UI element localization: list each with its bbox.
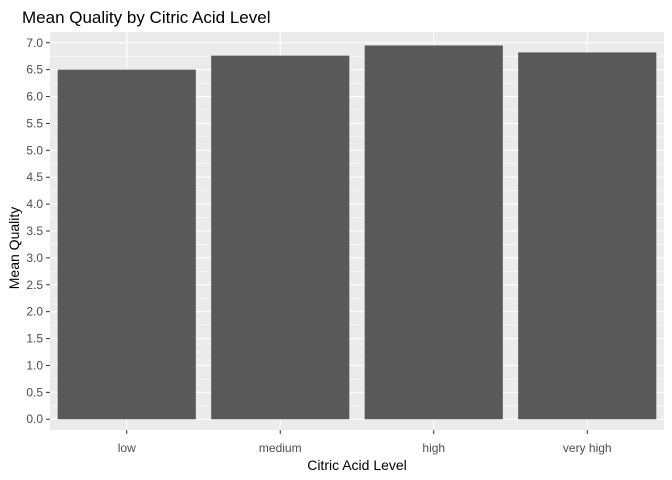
y-tick-label: 3.0 <box>26 251 43 265</box>
bar-low <box>57 69 196 420</box>
x-axis-title: Citric Acid Level <box>307 457 407 473</box>
bar-medium <box>211 55 350 420</box>
y-tick-label: 3.5 <box>26 224 43 238</box>
y-tick-label: 2.5 <box>26 278 43 292</box>
x-tick-label: low <box>118 441 136 455</box>
y-tick-label: 4.0 <box>26 197 43 211</box>
x-tick-label: medium <box>259 441 302 455</box>
y-tick-label: 6.5 <box>26 63 43 77</box>
y-tick-label: 2.0 <box>26 305 43 319</box>
y-tick-label: 1.0 <box>26 358 43 372</box>
y-tick-label: 0.0 <box>26 412 43 426</box>
y-tick-label: 5.5 <box>26 116 43 130</box>
chart-title: Mean Quality by Citric Acid Level <box>22 8 271 27</box>
x-tick-label: very high <box>563 441 612 455</box>
y-tick-label: 6.0 <box>26 90 43 104</box>
y-axis-title: Mean Quality <box>6 207 22 289</box>
x-axis: low medium high very high <box>118 430 612 455</box>
y-axis: 0.0 0.5 1.0 1.5 2.0 2.5 3.0 3.5 4.0 4.5 5.0 5.5 6.0 6… <box>26 36 50 426</box>
bars <box>57 45 657 420</box>
bar-very-high <box>518 52 657 420</box>
y-tick-label: 7.0 <box>26 36 43 50</box>
y-tick-label: 0.5 <box>26 385 43 399</box>
y-tick-label: 5.0 <box>26 143 43 157</box>
y-tick-label: 4.5 <box>26 170 43 184</box>
y-tick-label: 1.5 <box>26 332 43 346</box>
x-tick-label: high <box>422 441 445 455</box>
bar-high <box>364 45 503 420</box>
